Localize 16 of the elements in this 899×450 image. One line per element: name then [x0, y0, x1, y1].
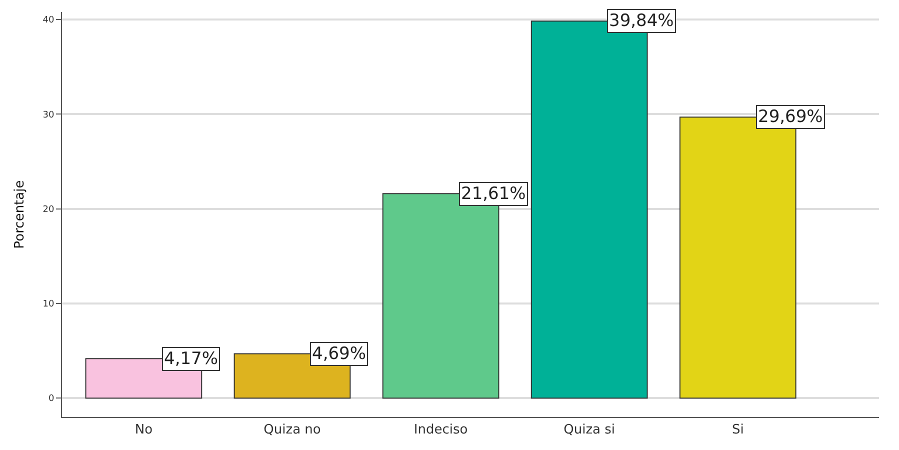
- y-tick-label: 30: [42, 110, 54, 120]
- x-tick-label: Quiza si: [564, 422, 616, 438]
- y-tick-label: 40: [42, 16, 54, 26]
- y-tick-label: 0: [48, 394, 54, 404]
- data-label: 4,17%: [164, 349, 218, 369]
- data-label: 4,69%: [312, 344, 366, 364]
- y-axis-title: Porcentaje: [12, 180, 28, 249]
- x-tick-label: Quiza no: [264, 422, 321, 438]
- y-tick-label: 20: [42, 204, 54, 215]
- data-label: 39,84%: [609, 11, 674, 31]
- data-label: 21,61%: [461, 184, 526, 204]
- x-tick-label: Indeciso: [414, 422, 468, 438]
- x-tick-label: Si: [732, 422, 744, 438]
- data-label: 29,69%: [758, 107, 823, 127]
- x-tick-label: No: [134, 422, 153, 438]
- y-tick-label: 10: [42, 300, 54, 310]
